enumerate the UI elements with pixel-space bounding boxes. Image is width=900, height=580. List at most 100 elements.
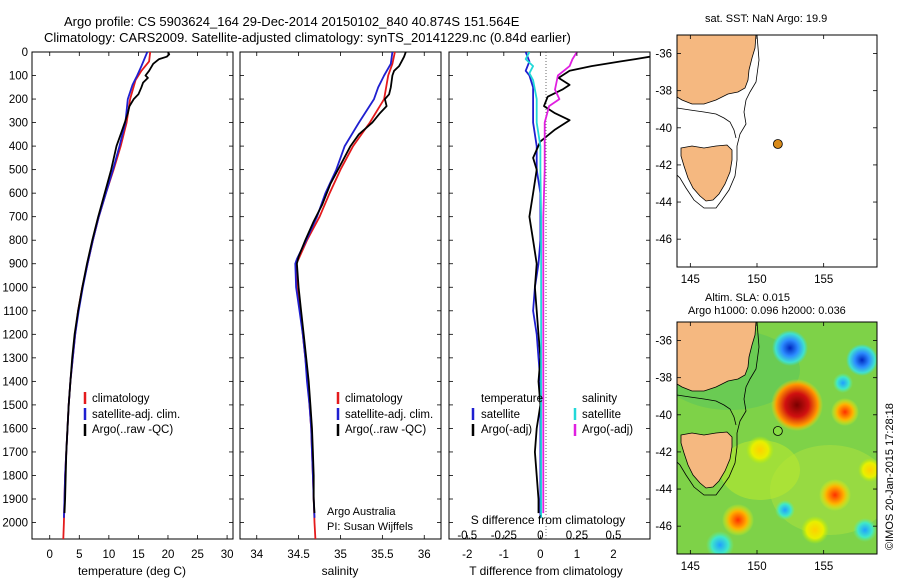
sla-map-title-2: Argo h1000: 0.096 h2000: 0.036 <box>688 305 846 317</box>
depth-tick-label: 500 <box>9 165 28 177</box>
depth-tick-label: 200 <box>9 94 28 106</box>
temperature-legend: climatology satellite-adj. clim. Argo(..… <box>83 392 180 436</box>
map-y-tick-label: -38 <box>655 373 672 385</box>
legend-title-temperature: temperature <box>481 393 543 405</box>
difference-lines <box>524 52 650 518</box>
legend-title-salinity: salinity <box>582 393 617 405</box>
sst-map-frame <box>676 34 878 268</box>
map-y-tick-label: -46 <box>655 521 672 533</box>
map-x-tick-label: 145 <box>681 561 700 573</box>
sst-map-title: sat. SST: NaN Argo: 19.9 <box>705 13 827 25</box>
x-tick-label: 20 <box>162 549 175 561</box>
legend-s-satellite: satellite <box>582 409 621 421</box>
temperature-xlabel: temperature (deg C) <box>78 564 186 578</box>
x-tick-label: 10 <box>102 549 115 561</box>
salinity-axes <box>239 51 442 540</box>
series-line <box>62 52 152 539</box>
credit-line-1: Argo Australia <box>327 506 396 518</box>
shelf-contour <box>677 35 760 209</box>
legend-satellite: satellite-adj. clim. <box>345 409 433 421</box>
header-line-1: Argo profile: CS 5903624_164 29-Dec-2014… <box>64 14 520 29</box>
x-tick-label: 35.5 <box>371 549 393 561</box>
series-line <box>542 52 578 514</box>
depth-tick-label: 1700 <box>2 447 28 459</box>
mainland-land <box>677 35 757 105</box>
map-y-tick-label: -40 <box>655 410 672 422</box>
map-y-tick-label: -36 <box>655 336 672 348</box>
legend-satellite: satellite-adj. clim. <box>92 409 180 421</box>
legend-t-satellite: satellite <box>481 409 520 421</box>
depth-tick-label: 1400 <box>2 376 28 388</box>
depth-tick-label: 900 <box>9 259 28 271</box>
map-x-tick-label: 150 <box>747 561 766 573</box>
tasmania-land <box>680 431 733 489</box>
series-line <box>63 52 171 514</box>
depth-tick-label: 1800 <box>2 470 28 482</box>
map-x-tick-label: 155 <box>814 274 833 286</box>
x-tick-label: 15 <box>132 549 145 561</box>
depth-tick-label: 1200 <box>2 329 28 341</box>
map-x-tick-label: 150 <box>747 274 766 286</box>
side-credit: ©IMOS 20-Jan-2015 17:28:18 <box>884 403 896 550</box>
argo-position-marker <box>772 426 783 436</box>
sla-map <box>677 322 877 554</box>
x-tick-label: -2 <box>462 549 472 561</box>
header-line-2: Climatology: CARS2009. Satellite-adjuste… <box>44 30 571 45</box>
depth-tick-label: 600 <box>9 188 28 200</box>
map-y-tick-label: -46 <box>655 234 672 246</box>
legend-climatology: climatology <box>345 393 403 405</box>
legend-s-argo: Argo(-adj) <box>582 424 633 436</box>
x-tick-label: 30 <box>221 549 234 561</box>
depth-tick-label: 300 <box>9 118 28 130</box>
x-axes: 0 5 10 15 20 25 30 34 34.5 35 35.5 36 -2 -1 0 1 2 -0.5 -0.… <box>47 52 621 561</box>
series-line <box>528 55 650 514</box>
x-tick-label: 0 <box>47 549 53 561</box>
x-tick-label: -1 <box>499 549 509 561</box>
mainland-land <box>677 322 757 392</box>
s-diff-tick-label: 0.5 <box>605 530 621 542</box>
difference-xlabel-top: S difference from climatology <box>471 513 626 527</box>
map-y-tick-label: -40 <box>655 123 672 135</box>
salinity-lines <box>294 52 407 539</box>
x-tick-label: 5 <box>76 549 82 561</box>
depth-tick-label: 1500 <box>2 400 28 412</box>
salinity-xlabel: salinity <box>322 564 359 578</box>
argo-position-marker <box>772 139 783 149</box>
sla-map-title-1: Altim. SLA: 0.015 <box>705 292 790 304</box>
legend-climatology: climatology <box>92 393 150 405</box>
legend-argo: Argo(..raw -QC) <box>345 424 426 436</box>
map-axes: 145 150 155 -36 -38 -40 -42 -44 -46 145 150 155 -36 -… <box>655 35 877 573</box>
map-y-tick-label: -36 <box>655 49 672 61</box>
difference-axes <box>448 51 651 540</box>
depth-tick-label: 1900 <box>2 494 28 506</box>
map-y-tick-label: -42 <box>655 447 672 459</box>
depth-tick-label: 100 <box>9 71 28 83</box>
legend-t-argo: Argo(-adj) <box>481 424 532 436</box>
map-y-tick-label: -38 <box>655 86 672 98</box>
x-tick-label: 34 <box>250 549 263 561</box>
series-line <box>524 52 542 518</box>
depth-tick-label: 800 <box>9 235 28 247</box>
depth-tick-label: 1300 <box>2 353 28 365</box>
difference-legend: temperature satellite Argo(-adj) salinit… <box>471 393 633 436</box>
difference-xlabel: T difference from climatology <box>469 564 623 578</box>
x-tick-label: 2 <box>610 549 616 561</box>
depth-tick-label: 1100 <box>3 306 28 318</box>
shelf-contour <box>677 322 760 496</box>
depth-axis: 0 100 200 300 400 500 600 700 800 900 1000 1100 1200… <box>2 47 650 530</box>
tasmania-land <box>680 144 733 202</box>
credit-line-2: PI: Susan Wijffels <box>327 521 413 533</box>
map-y-tick-label: -44 <box>655 484 672 496</box>
depth-tick-label: 700 <box>9 212 28 224</box>
depth-tick-label: 0 <box>22 47 28 59</box>
s-diff-tick-label: -0.5 <box>457 530 477 542</box>
salinity-legend: climatology satellite-adj. clim. Argo(..… <box>336 392 433 436</box>
temperature-axes <box>31 51 234 540</box>
depth-tick-label: 400 <box>9 141 28 153</box>
map-x-tick-label: 145 <box>681 274 700 286</box>
x-tick-label: 0 <box>537 549 543 561</box>
series-line <box>295 52 407 514</box>
sst-map <box>677 35 877 267</box>
s-diff-tick-label: 0 <box>537 530 543 542</box>
